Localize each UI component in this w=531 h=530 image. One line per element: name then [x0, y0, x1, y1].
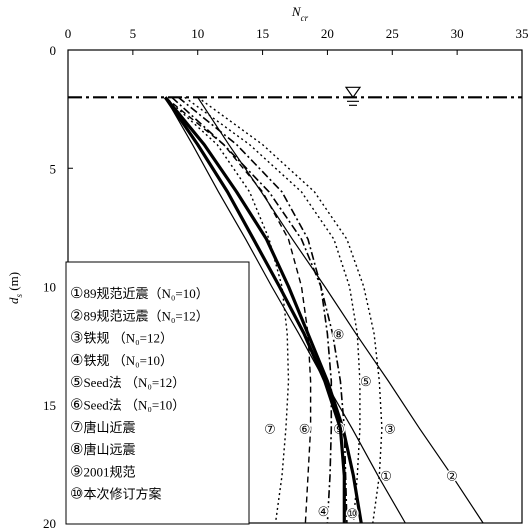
legend-label: 89规范远震（N₀=12） — [83, 308, 208, 323]
legend-label: 铁规 （N₀=12） — [83, 331, 173, 346]
y-axis-label-main: d — [6, 297, 21, 304]
series-marker-label: ① — [380, 469, 392, 484]
series-line — [163, 96, 346, 523]
legend-label: Seed法 （N₀=12） — [83, 375, 185, 390]
series-marker-label: ④ — [318, 504, 330, 519]
y-tick-label: 20 — [43, 516, 56, 530]
legend-label: 2001规范 — [83, 464, 135, 479]
series-marker-label: ⑤ — [360, 374, 372, 389]
series-line — [184, 96, 361, 524]
y-tick-label: 15 — [43, 398, 56, 413]
x-tick-label: 25 — [386, 26, 399, 41]
legend-marker: ④ — [70, 353, 83, 369]
legend-entry: ⑤Seed法 （N₀=12） — [70, 375, 185, 391]
legend-label: 89规范近震（N₀=10） — [83, 286, 208, 301]
series-line — [164, 96, 363, 524]
series-line — [171, 96, 348, 524]
series-marker-label: ⑥ — [299, 421, 311, 436]
series-marker-label: ③ — [384, 421, 396, 436]
legend-entry: ①89规范近震（N₀=10） — [70, 286, 209, 302]
legend-marker: ② — [70, 308, 83, 324]
legend-entry: ③铁规 （N₀=12） — [70, 331, 173, 347]
series-line — [197, 96, 383, 524]
legend-marker: ① — [70, 286, 83, 302]
x-tick-label: 0 — [65, 26, 72, 41]
y-tick-label: 10 — [43, 280, 56, 295]
series-marker-label: ⑧ — [333, 327, 345, 342]
y-axis-label-sub: s — [14, 294, 24, 298]
legend-marker: ⑦ — [70, 420, 83, 436]
x-axis-label: Ncr — [291, 4, 309, 23]
legend-marker: ③ — [70, 331, 83, 347]
series-line — [177, 96, 333, 524]
legend-marker: ⑧ — [70, 442, 83, 458]
y-tick-label: 5 — [50, 161, 57, 176]
legend-marker: ⑩ — [70, 487, 83, 503]
x-axis-label-main: N — [291, 4, 302, 19]
legend-entry: ⑩本次修订方案 — [70, 487, 161, 503]
legend-entry: ⑧唐山远震 — [70, 442, 135, 458]
legend-label: 唐山远震 — [83, 442, 135, 457]
legend-entry: ⑦唐山近震 — [70, 420, 135, 436]
legend-entry: ④铁规 （N₀=10） — [70, 353, 173, 369]
legend-label: 本次修订方案 — [83, 487, 161, 502]
legend-label: Seed法 （N₀=10） — [83, 398, 185, 413]
legend-marker: ⑨ — [70, 464, 83, 480]
water-table-symbol — [344, 86, 362, 106]
series-marker-label: ⑩ — [346, 506, 358, 521]
x-tick-label: 15 — [256, 26, 269, 41]
legend-label: 唐山近震 — [83, 420, 135, 435]
legend-entry: ⑨2001规范 — [70, 464, 135, 480]
x-tick-label: 5 — [130, 26, 137, 41]
legend-marker: ⑤ — [70, 375, 83, 391]
series-marker-label: ⑦ — [264, 421, 276, 436]
x-tick-label: 20 — [321, 26, 334, 41]
x-tick-label: 35 — [516, 26, 529, 41]
legend-entry: ⑥Seed法 （N₀=10） — [70, 398, 185, 414]
y-axis-label-unit: (m) — [6, 272, 21, 294]
x-tick-label: 10 — [191, 26, 204, 41]
y-tick-label: 0 — [50, 43, 57, 58]
legend-label: 铁规 （N₀=10） — [83, 353, 173, 368]
legend-box — [65, 261, 250, 525]
x-tick-label: 30 — [451, 26, 464, 41]
series-line — [164, 96, 290, 524]
x-axis-label-sub: cr — [301, 13, 309, 23]
legend-marker: ⑥ — [70, 398, 83, 414]
y-axis-label: ds (m) — [6, 272, 24, 304]
series-marker-label: ② — [446, 469, 458, 484]
legend-entry: ②89规范远震（N₀=12） — [70, 308, 209, 324]
series-line — [197, 96, 484, 524]
series-line — [164, 96, 312, 524]
